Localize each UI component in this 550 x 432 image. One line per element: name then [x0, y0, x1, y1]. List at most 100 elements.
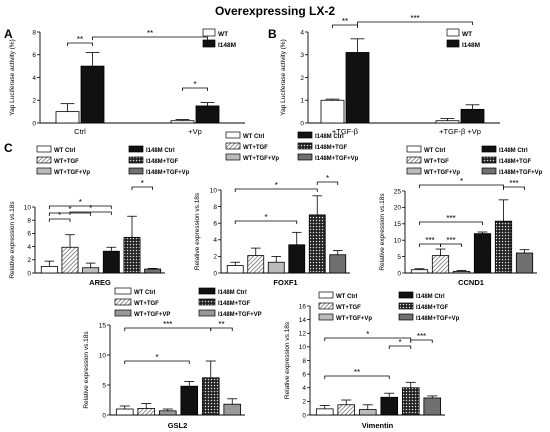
significance-label: *	[275, 181, 278, 190]
legend-label: I148M	[462, 42, 480, 49]
y-tick-label: 2	[213, 254, 217, 261]
y-axis-label: Relative expression vs.18s	[284, 321, 291, 399]
legend-swatch	[114, 287, 132, 295]
significance-label: **	[218, 320, 224, 329]
legend-label: I148M Ctrl	[499, 148, 528, 154]
legend-label: WT	[218, 31, 228, 38]
significance-bracket	[316, 181, 339, 185]
figure-title: Overexpressing LX-2	[215, 4, 335, 18]
legend-swatch	[128, 145, 144, 153]
legend-swatch	[202, 39, 216, 48]
significance-bracket	[410, 339, 433, 343]
legend-swatch	[406, 167, 422, 175]
legend-swatch	[481, 145, 497, 153]
y-axis-label: Yap Luciferase activity (%)	[280, 39, 287, 115]
y-tick-label: 2	[27, 257, 31, 264]
y-tick-label: 12	[299, 331, 307, 338]
x-tick-label: +TGF-β	[332, 127, 359, 136]
bar	[452, 270, 471, 274]
y-tick-label: 0	[302, 412, 306, 419]
legend-label: WT+TGF+Vp	[243, 156, 279, 162]
significance-bracket	[234, 188, 318, 192]
legend-swatch	[128, 167, 144, 175]
significance-bracket	[124, 360, 190, 364]
legend-swatch	[128, 156, 144, 164]
significance-bracket	[182, 87, 208, 91]
legend-label: WT	[462, 31, 472, 38]
significance-bracket	[324, 337, 412, 341]
legend-label: I148M+TGF	[416, 305, 449, 311]
y-tick-label: 6	[32, 52, 36, 59]
legend-label: I148M+TGF+VP	[218, 312, 262, 318]
significance-label: ***	[446, 236, 455, 245]
bar	[115, 408, 134, 416]
legend-label: I148M+TGF+Vp	[499, 170, 543, 176]
bar	[158, 410, 177, 416]
significance-bracket	[419, 184, 504, 188]
legend-swatch	[481, 167, 497, 175]
y-axis-label: Relative expression vs.18s	[83, 331, 90, 409]
bar	[494, 220, 513, 274]
legend-swatch	[297, 142, 313, 150]
y-tick-label: 4	[213, 237, 217, 244]
bar	[315, 408, 334, 416]
significance-bracket	[440, 243, 462, 247]
legend-label: WT+TGF+VP	[134, 312, 170, 318]
significance-bracket	[357, 21, 473, 25]
significance-bracket	[48, 212, 92, 216]
legend-swatch	[198, 287, 216, 295]
legend-label: WT Ctrl	[54, 148, 76, 154]
bar	[473, 233, 492, 274]
y-tick-label: 6	[27, 231, 31, 238]
legend-label: I148M+TGF	[499, 159, 532, 165]
legend-swatch	[398, 302, 414, 310]
bar	[201, 377, 220, 416]
panel-b-chart: 0 1 2 3 4 Yap Luciferase activity (%) +TGF-β +T…	[280, 14, 500, 136]
legend-swatch	[225, 131, 241, 139]
bar	[358, 409, 377, 416]
legend-label: WT+TGF+Vp	[336, 316, 372, 322]
bar	[82, 267, 100, 274]
bar	[137, 407, 156, 416]
legend-swatch	[406, 156, 422, 164]
significance-bracket	[48, 205, 112, 209]
bar	[170, 120, 195, 124]
x-axis-label: AREG	[89, 278, 111, 287]
significance-label: *	[460, 177, 463, 186]
y-tick-label: 2	[300, 75, 304, 82]
y-axis-label: Relative expression vs.18s	[9, 201, 16, 279]
significance-bracket	[388, 345, 412, 349]
legend-label: WT+TGF+Vp	[424, 170, 460, 176]
significance-label: ***	[509, 179, 518, 188]
x-tick-label: +TGF-β +Vp	[439, 127, 481, 136]
legend-label: I148M Ctrl	[315, 134, 344, 140]
bar	[431, 255, 450, 274]
x-axis-label: GSL2	[168, 421, 188, 430]
legend-swatch	[446, 28, 460, 37]
significance-label: *	[89, 204, 92, 213]
x-tick-label: Ctrl	[74, 127, 86, 136]
y-axis-label: Relative expression vs.18s	[194, 192, 201, 270]
bar	[329, 254, 347, 274]
y-tick-label: 0	[102, 412, 106, 419]
y-tick-label: 3	[300, 52, 304, 59]
legend-swatch	[36, 156, 52, 164]
significance-bracket	[324, 375, 390, 379]
legend-label: WT+TGF	[243, 145, 268, 151]
legend-swatch	[36, 145, 52, 153]
legend-label: I148M+TGF	[146, 159, 179, 165]
significance-bracket	[131, 186, 154, 190]
y-axis-label: Relative expression vs.18s	[379, 193, 386, 271]
y-tick-label: 0	[27, 270, 31, 277]
y-tick-label: 5	[397, 254, 401, 261]
legend-label: I148M	[218, 42, 236, 49]
y-tick-label: 4	[32, 75, 36, 82]
y-tick-label: 0	[397, 270, 401, 277]
bar	[515, 252, 534, 274]
legend-label: I148M Ctrl	[218, 290, 247, 296]
bar	[123, 236, 141, 274]
bar	[401, 387, 420, 416]
significance-label: *	[366, 330, 369, 339]
